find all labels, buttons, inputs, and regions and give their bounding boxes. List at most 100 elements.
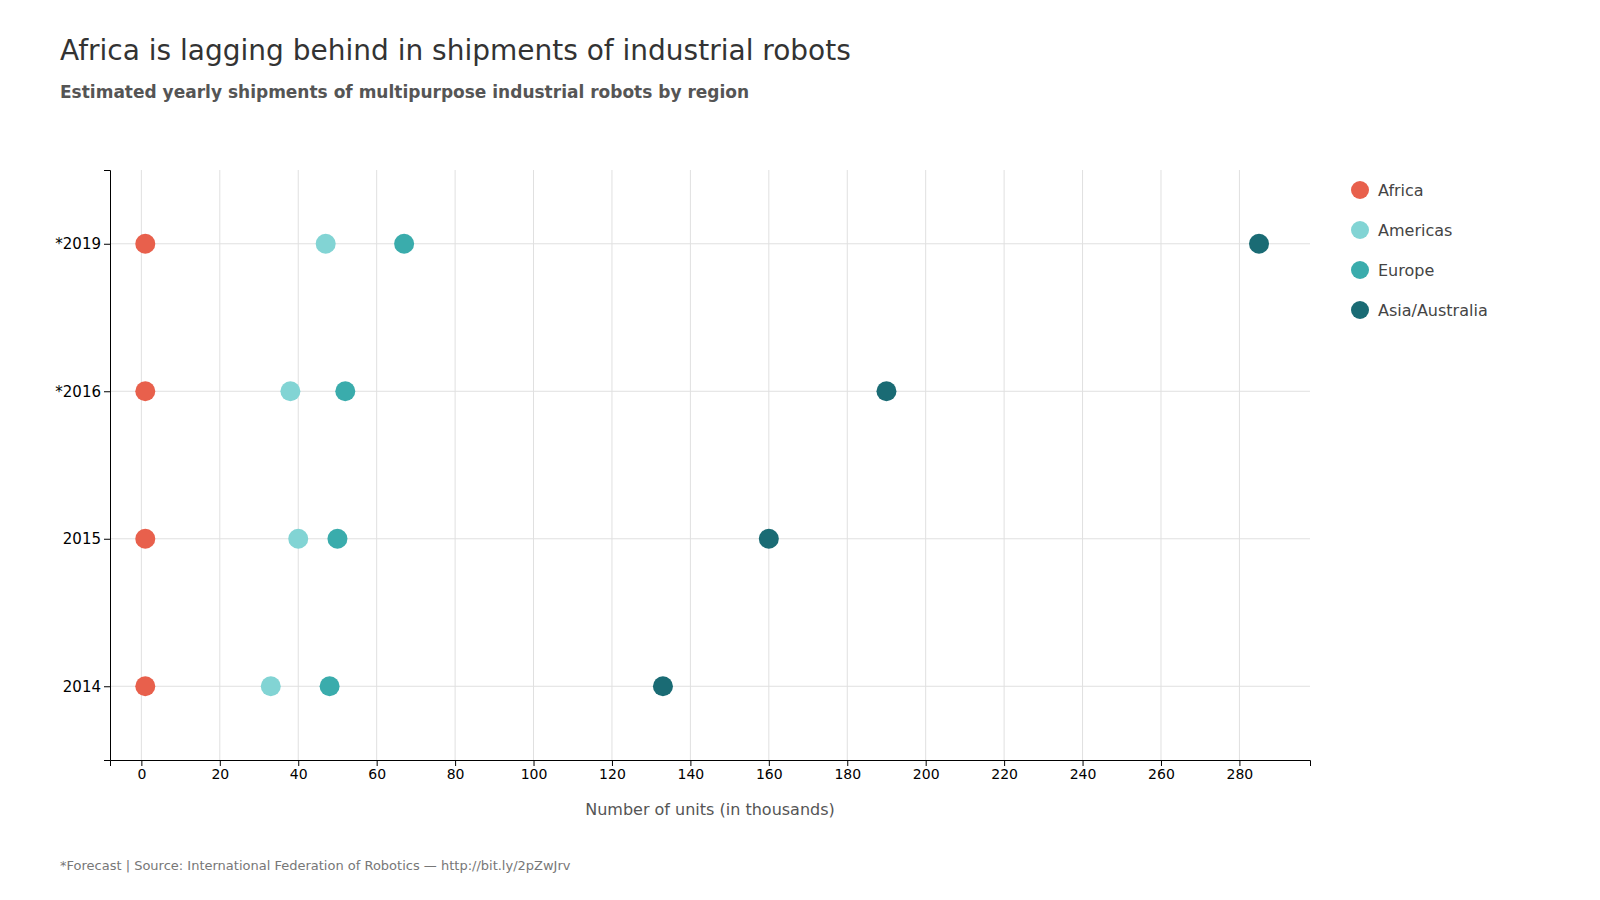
tick-mark — [104, 686, 110, 687]
marks — [135, 234, 1269, 697]
tick-label: 2015 — [63, 530, 101, 548]
plot: 0 20 40 60 80 100 120 140 160 180 200 220 240 260 280 *… — [55, 170, 1310, 782]
tick-mark — [104, 391, 110, 392]
legend-swatch — [1351, 301, 1369, 319]
legend-swatch — [1351, 261, 1369, 279]
grid-line — [1004, 170, 1005, 760]
grid-line — [533, 170, 534, 760]
legend: Africa Americas Europe Asia/Australia — [1351, 181, 1488, 320]
dot — [320, 676, 340, 696]
dot — [653, 676, 673, 696]
grid-line — [690, 170, 691, 760]
tick-label: 0 — [137, 766, 146, 782]
tick-label: 100 — [521, 766, 548, 782]
tick-label: 180 — [834, 766, 861, 782]
dot — [280, 381, 300, 401]
dot — [135, 529, 155, 549]
grid-line — [110, 243, 1310, 244]
grid-line — [768, 170, 769, 760]
grid-line — [1239, 170, 1240, 760]
tick-label: 20 — [211, 766, 229, 782]
grid-line — [455, 170, 456, 760]
y-axis: *2019 *2016 2015 2014 — [55, 171, 110, 761]
tick-label: 280 — [1227, 766, 1254, 782]
grid — [110, 170, 1310, 760]
tick: 120 — [599, 760, 626, 782]
dot — [316, 234, 336, 254]
dot — [135, 381, 155, 401]
tick: 280 — [1227, 760, 1254, 782]
dot — [876, 381, 896, 401]
tick-label: *2016 — [55, 383, 101, 401]
legend-label: Americas — [1378, 221, 1452, 240]
tick: 80 — [447, 760, 465, 782]
tick: 100 — [521, 760, 548, 782]
footnote: *Forecast | Source: International Federa… — [60, 858, 571, 873]
tick: 180 — [834, 760, 861, 782]
grid-line — [219, 170, 220, 760]
dot — [327, 529, 347, 549]
series — [261, 234, 336, 697]
tick: 2015 — [63, 530, 110, 548]
x-axis-title: Number of units (in thousands) — [585, 800, 835, 819]
tick-label: 200 — [913, 766, 940, 782]
grid-line — [1160, 170, 1161, 760]
dot — [288, 529, 308, 549]
series — [653, 234, 1269, 697]
tick: 20 — [211, 760, 229, 782]
tick-label: 260 — [1148, 766, 1175, 782]
tick: 160 — [756, 760, 783, 782]
tick-label: *2019 — [55, 235, 101, 253]
grid-line — [298, 170, 299, 760]
legend-item: Europe — [1351, 261, 1434, 280]
grid-line — [925, 170, 926, 760]
subtitle: Estimated yearly shipments of multipurpo… — [60, 82, 749, 102]
grid-line — [376, 170, 377, 760]
tick-mark — [104, 539, 110, 540]
tick-label: 60 — [368, 766, 386, 782]
legend-swatch — [1351, 221, 1369, 239]
tick-label: 80 — [447, 766, 465, 782]
dot — [261, 676, 281, 696]
title: Africa is lagging behind in shipments of… — [60, 34, 851, 67]
tick-label: 240 — [1070, 766, 1097, 782]
legend-item: Americas — [1351, 221, 1452, 240]
series — [320, 234, 415, 697]
tick: 200 — [913, 760, 940, 782]
legend-swatch — [1351, 181, 1369, 199]
grid-line — [110, 686, 1310, 687]
chart: Africa is lagging behind in shipments of… — [0, 0, 1600, 900]
tick-label: 120 — [599, 766, 626, 782]
dot — [135, 676, 155, 696]
grid-line — [611, 170, 612, 760]
tick: 240 — [1070, 760, 1097, 782]
tick-label: 140 — [678, 766, 705, 782]
tick: 260 — [1148, 760, 1175, 782]
dot — [135, 234, 155, 254]
tick: 40 — [290, 760, 308, 782]
tick-label: 40 — [290, 766, 308, 782]
legend-label: Africa — [1378, 181, 1424, 200]
tick: 60 — [368, 760, 386, 782]
legend-label: Europe — [1378, 261, 1434, 280]
tick: 140 — [678, 760, 705, 782]
tick-label: 220 — [991, 766, 1018, 782]
legend-item: Africa — [1351, 181, 1424, 200]
tick-label: 160 — [756, 766, 783, 782]
tick-label: 2014 — [63, 678, 101, 696]
series — [135, 234, 155, 697]
tick-mark — [104, 244, 110, 245]
x-axis: 0 20 40 60 80 100 120 140 160 180 200 220 240 260 280 — [111, 760, 1311, 782]
legend-label: Asia/Australia — [1378, 301, 1488, 320]
legend-item: Asia/Australia — [1351, 301, 1488, 320]
dot — [335, 381, 355, 401]
grid-line — [1082, 170, 1083, 760]
grid-line — [141, 170, 142, 760]
dot — [759, 529, 779, 549]
tick: *2019 — [55, 235, 110, 253]
tick: 0 — [137, 760, 146, 782]
dot — [1249, 234, 1269, 254]
grid-line — [847, 170, 848, 760]
tick: 2014 — [63, 678, 110, 696]
axis-line — [104, 171, 111, 761]
